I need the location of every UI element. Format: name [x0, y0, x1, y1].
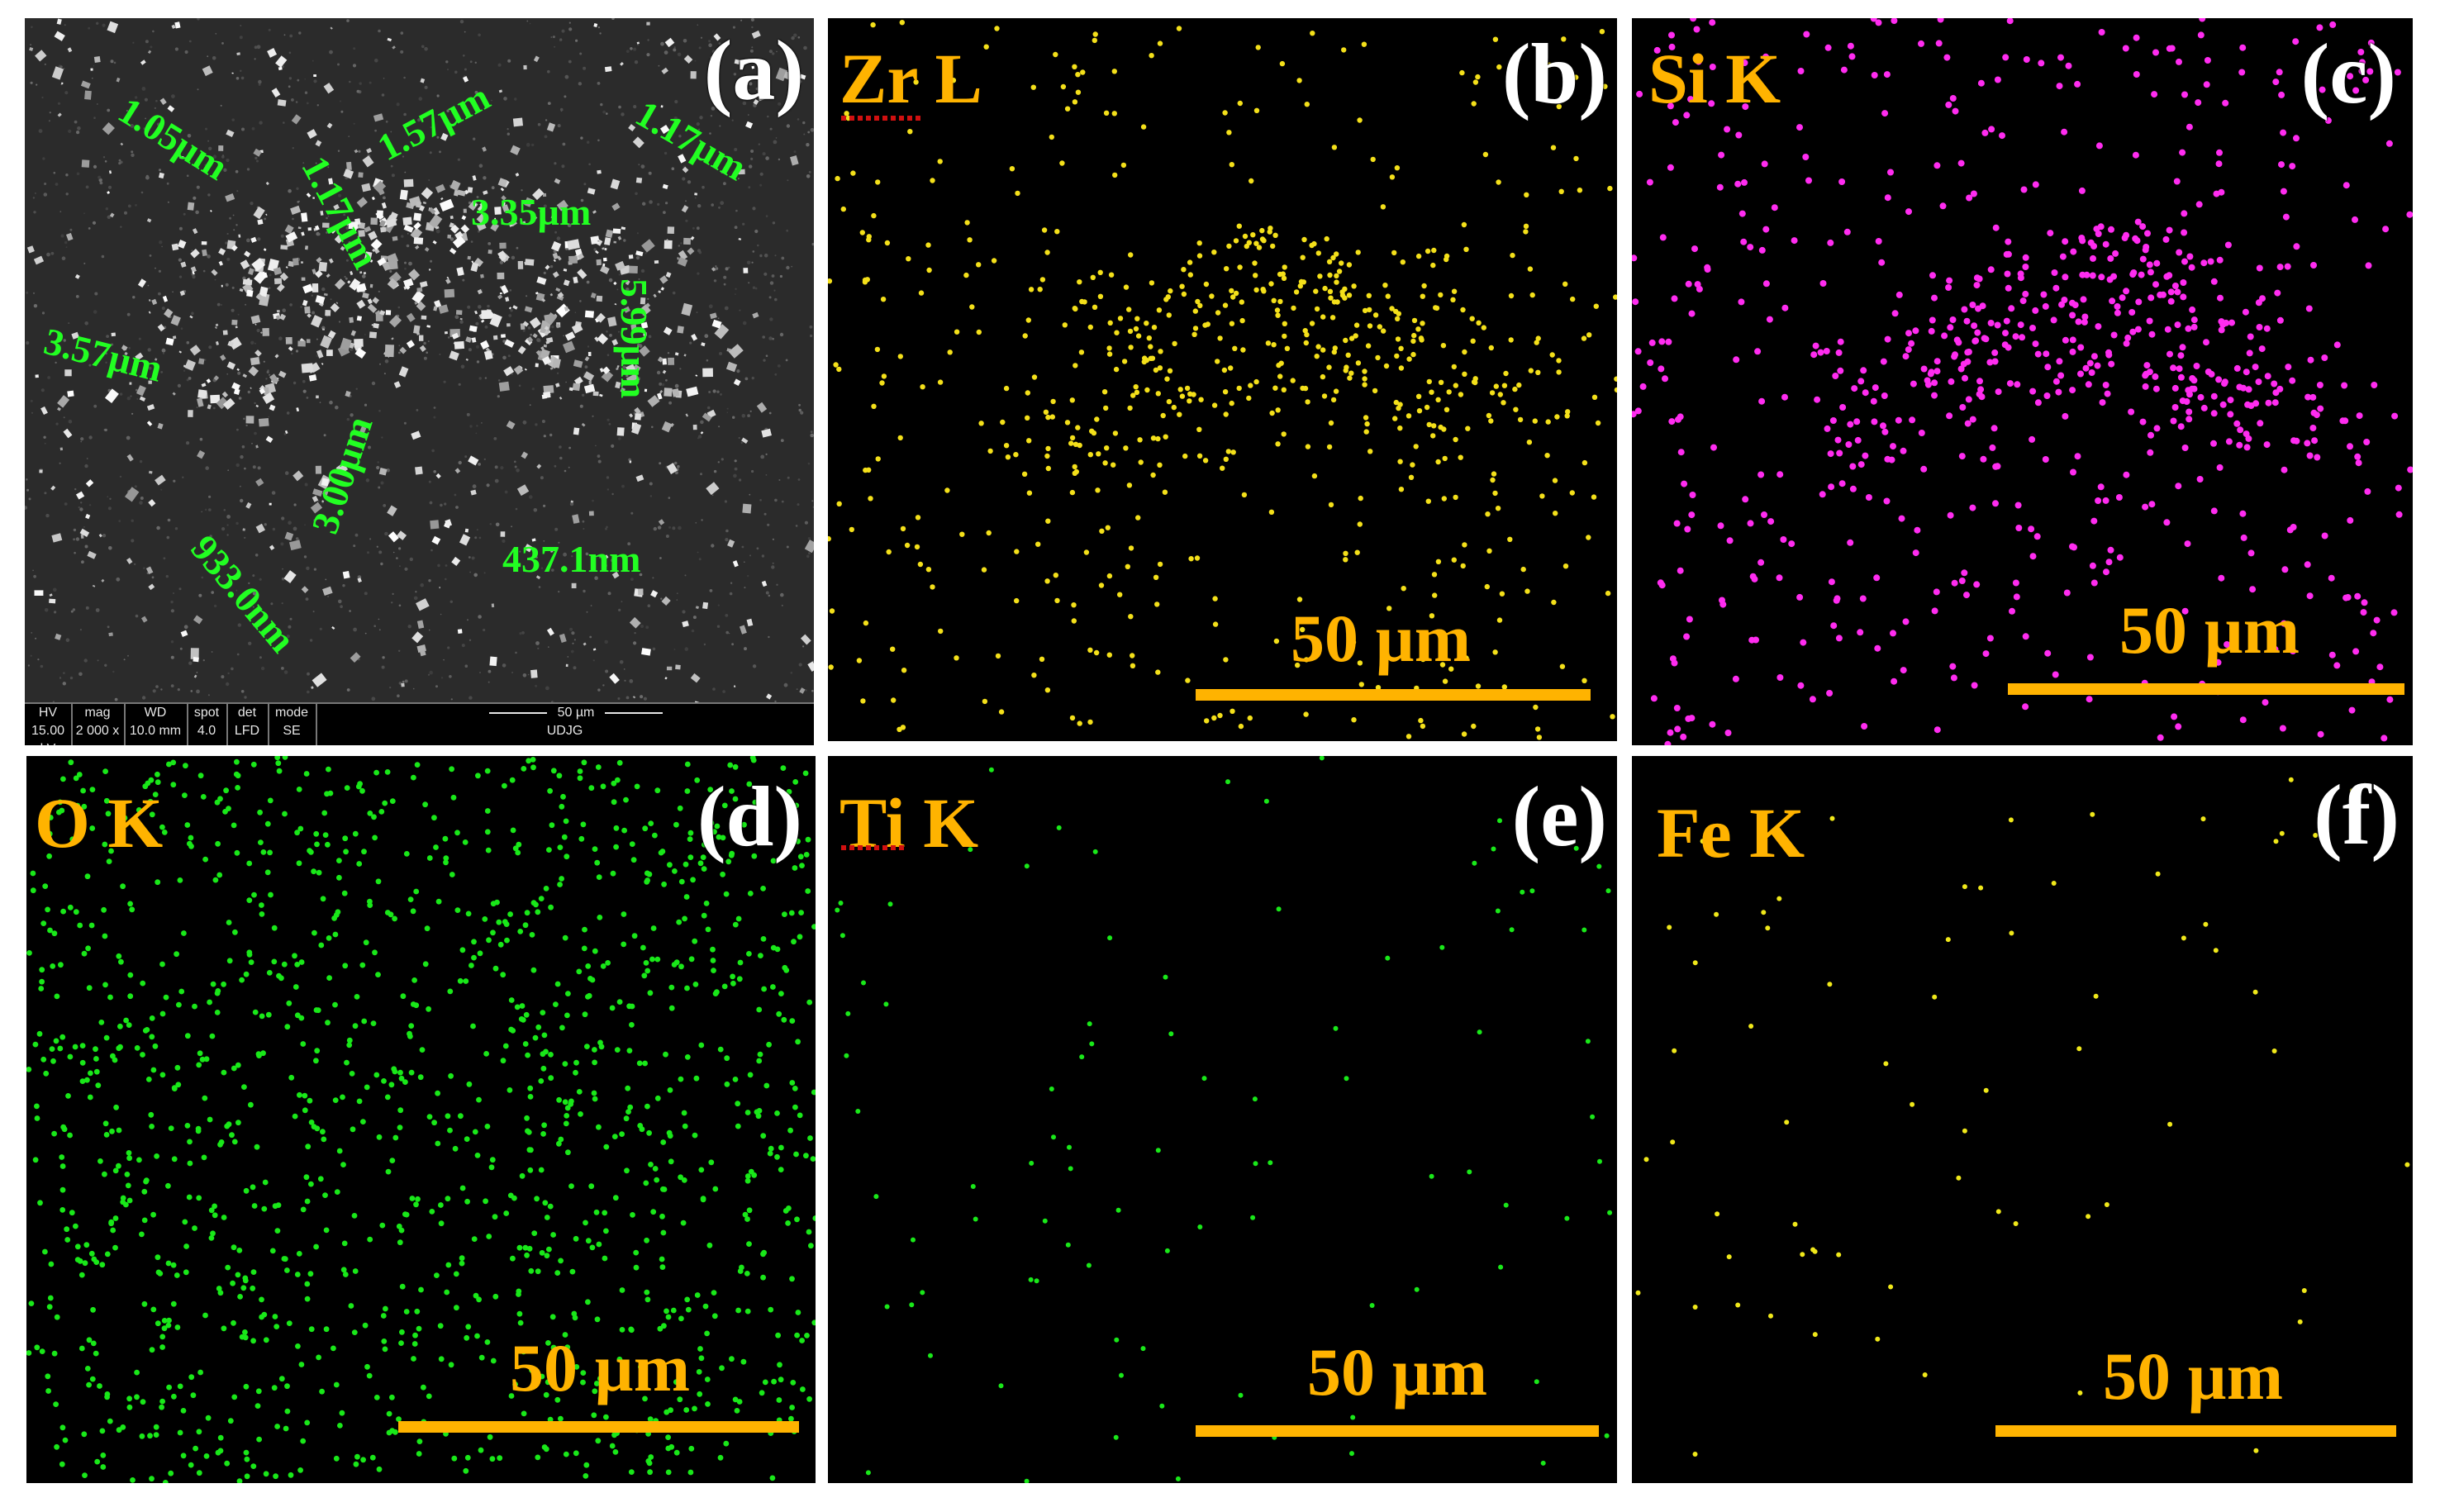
info-scale: 50 µm UDJG: [316, 704, 814, 745]
info-mode: mode SE: [268, 704, 317, 745]
scale-bar: [1196, 1425, 1599, 1437]
scale-bar: [1196, 689, 1591, 701]
scale-bar-label: 50 µm: [2103, 1338, 2284, 1414]
scale-bar-label: 50 µm: [1291, 601, 1472, 676]
fe-dot-map: [1635, 777, 2410, 1457]
info-wd: WD 10.0 mm: [124, 704, 188, 745]
measurement-label: 437.1nm: [502, 538, 641, 580]
panel-letter: (e): [1511, 769, 1607, 864]
operator-label: UDJG: [546, 724, 583, 738]
panel-letter: (a): [703, 23, 804, 118]
map-panel-fe: Fe K (f) 50 µm: [1632, 756, 2413, 1483]
panel-letter: (d): [697, 769, 802, 864]
element-label: O K: [35, 783, 164, 863]
element-label: Zr L: [839, 39, 982, 118]
o-dot-map: [26, 756, 816, 1483]
map-panel-si: Si K (c) 50 µm: [1632, 18, 2413, 745]
scale-bar: [2008, 683, 2404, 695]
info-det: det LFD: [226, 704, 269, 745]
element-label: Fe K: [1657, 793, 1805, 872]
measurement-label: 5.99µm: [613, 278, 655, 399]
sem-image-panel: 1.05µm 1.57µm 1.17µm 1.17µm 3.35µm 3.57µ…: [25, 18, 814, 745]
scale-bar-label: 50 µm: [1307, 1334, 1488, 1410]
map-panel-o: O K (d) 50 µm: [26, 756, 816, 1483]
info-mag: mag 2 000 x: [71, 704, 126, 745]
scale-bar-label: 50 µm: [510, 1330, 691, 1405]
sem-micrograph: [25, 18, 814, 714]
sem-scale-label: 50 µm: [557, 706, 595, 720]
si-dot-map: [1632, 18, 2413, 745]
scale-bar-label: 50 µm: [2119, 592, 2300, 668]
ti-dot-map: [835, 756, 1613, 1483]
scale-bar: [1995, 1425, 2396, 1437]
map-panel-zr: Zr L (b) 50 µm: [828, 18, 1617, 741]
panel-letter: (f): [2314, 768, 2400, 863]
measurement-label: 3.35µm: [471, 191, 592, 233]
map-panel-ti: Ti K (e) 50 µm: [828, 756, 1617, 1483]
zr-dot-map: [828, 20, 1617, 740]
scale-bar: [398, 1421, 799, 1433]
info-spot: spot 4.0: [187, 704, 228, 745]
element-label: Si K: [1648, 39, 1781, 118]
panel-letter: (b): [1501, 26, 1607, 121]
panel-letter: (c): [2300, 26, 2396, 121]
